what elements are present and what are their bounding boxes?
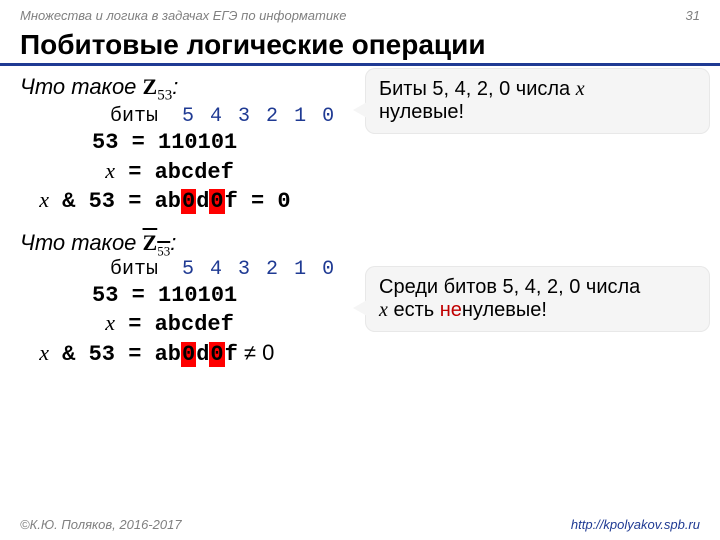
bits-label-1: биты <box>110 105 158 128</box>
q2-set: Z <box>143 230 158 255</box>
r3-d: 0 <box>209 189 224 214</box>
slide-content: Что такое Z53: Биты 5, 4, 2, 0 числа x н… <box>0 66 720 368</box>
r23-ne: ≠ 0 <box>238 340 275 365</box>
c1-line1a: Биты 5, 4, 2, 0 числа <box>379 78 576 100</box>
r22-left: x <box>105 310 115 335</box>
row-and-2: x & 53 = ab0d0f ≠ 0 <box>26 339 700 369</box>
c1-x: x <box>576 78 585 100</box>
r21-eq: = <box>132 283 145 308</box>
r3-c: d <box>196 189 209 214</box>
c2-neg: не <box>440 299 462 321</box>
q1-sub: 53 <box>157 87 172 103</box>
footer-link: http://kpolyakov.spb.ru <box>571 517 700 532</box>
q1-colon: : <box>172 74 178 99</box>
r23-x: x <box>39 340 49 365</box>
row-x-1: x = abcdef <box>26 157 700 187</box>
r3-amp: & 53 <box>49 189 115 214</box>
c1-line2: нулевые! <box>379 101 464 123</box>
r2-left: x <box>105 158 115 183</box>
q1-set: Z <box>143 74 158 99</box>
r3-a: ab <box>155 189 181 214</box>
header-left: Множества и логика в задачах ЕГЭ по инфо… <box>20 8 346 23</box>
c2-x: x <box>379 299 388 321</box>
r2-eq: = <box>128 160 141 185</box>
slide-title: Побитовые логические операции <box>0 27 720 66</box>
r23-d: 0 <box>209 342 224 367</box>
footer-left: ©К.Ю. Поляков, 2016-2017 <box>20 517 182 532</box>
bits-nums-1: 5 4 3 2 1 0 <box>182 105 336 128</box>
bits-label-2: биты <box>110 258 158 281</box>
slide-header: Множества и логика в задачах ЕГЭ по инфо… <box>0 0 720 27</box>
r2-right: abcdef <box>155 160 234 185</box>
r23-e: f <box>225 342 238 367</box>
c2-l2a: есть <box>388 299 440 321</box>
bits-nums-2: 5 4 3 2 1 0 <box>182 258 336 281</box>
callout-2: Среди битов 5, 4, 2, 0 числа x есть нену… <box>365 266 710 332</box>
q2-set-bar: Z53 <box>143 233 171 257</box>
r22-right: abcdef <box>155 312 234 337</box>
c2-l2b: нулевые! <box>462 299 547 321</box>
r3-b: 0 <box>181 189 196 214</box>
r3-e: f <box>225 189 238 214</box>
question-2: Что такое Z53: <box>20 230 700 257</box>
q2-text: Что такое <box>20 230 136 255</box>
r1-right: 110101 <box>158 130 237 155</box>
r23-eq: = <box>128 342 141 367</box>
r23-amp: & 53 <box>49 342 115 367</box>
r1-left: 53 <box>92 130 118 155</box>
r23-b: 0 <box>181 342 196 367</box>
q1-text: Что такое <box>20 74 136 99</box>
r22-eq: = <box>128 312 141 337</box>
r23-a: ab <box>155 342 181 367</box>
r23-c: d <box>196 342 209 367</box>
r1-eq: = <box>132 130 145 155</box>
slide-footer: ©К.Ю. Поляков, 2016-2017 http://kpolyako… <box>20 517 700 532</box>
page-number: 31 <box>686 8 700 23</box>
callout-1: Биты 5, 4, 2, 0 числа x нулевые! <box>365 68 710 134</box>
r3-tail: = 0 <box>238 189 291 214</box>
row-and-1: x & 53 = ab0d0f = 0 <box>26 186 700 216</box>
r21-left: 53 <box>92 283 118 308</box>
r3-eq: = <box>128 189 141 214</box>
r21-right: 110101 <box>158 283 237 308</box>
q2-colon: : <box>170 230 176 255</box>
r3-x: x <box>39 187 49 212</box>
c2-line1: Среди битов 5, 4, 2, 0 числа <box>379 276 640 298</box>
